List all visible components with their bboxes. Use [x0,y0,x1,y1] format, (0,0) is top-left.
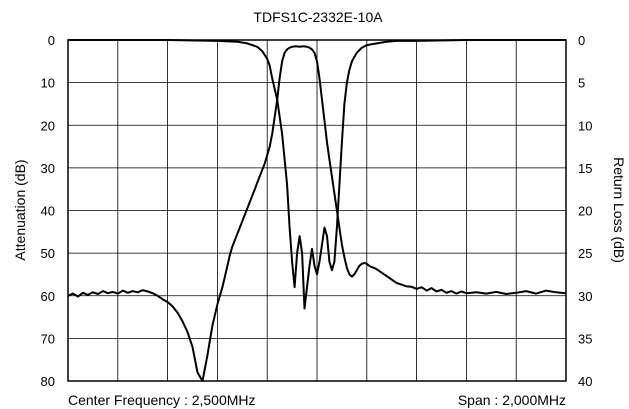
y-tick-right: 25 [578,246,592,261]
center-frequency-label: Center Frequency : 2,500MHz [68,392,256,408]
span-label: Span : 2,000MHz [458,392,566,408]
y-tick-left: 70 [41,331,55,346]
y-tick-right: 15 [578,161,592,176]
y-tick-left: 80 [41,374,55,389]
y-tick-right: 20 [578,204,592,219]
return-loss-line [68,39,566,310]
attenuation-line [67,45,567,382]
grid [68,40,566,381]
y-tick-right: 35 [578,331,592,346]
chart-title: TDFS1C-2332E-10A [253,9,383,25]
y-axis-left-label: Attenuation (dB) [12,159,28,260]
y-tick-right: 0 [578,33,585,48]
y-tick-right: 10 [578,118,592,133]
y-tick-right: 5 [578,76,585,91]
y-tick-left: 60 [41,289,55,304]
y-tick-left: 40 [41,204,55,219]
y-tick-left: 10 [41,76,55,91]
y-tick-left: 50 [41,246,55,261]
plot-frame [67,39,567,382]
y-tick-left: 30 [41,161,55,176]
y-tick-right: 30 [578,289,592,304]
y-tick-right: 40 [578,374,592,389]
series-lines [67,39,567,382]
y-tick-left: 0 [48,33,55,48]
y-tick-left: 20 [41,118,55,133]
tick-labels: 0 0 10 5 20 10 30 15 40 20 50 25 60 30 70 35 80 40 [41,33,593,389]
y-axis-right-label: Return Loss (dB) [611,157,627,263]
